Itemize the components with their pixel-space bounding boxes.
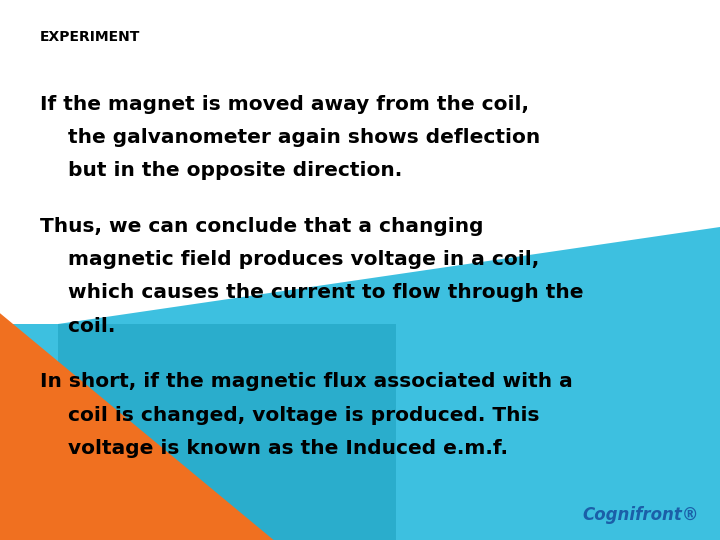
Text: coil is changed, voltage is produced. This: coil is changed, voltage is produced. Th…	[40, 406, 539, 424]
Polygon shape	[0, 324, 720, 540]
Text: magnetic field produces voltage in a coil,: magnetic field produces voltage in a coi…	[40, 250, 539, 269]
Text: If the magnet is moved away from the coil,: If the magnet is moved away from the coi…	[40, 94, 528, 113]
Text: coil.: coil.	[40, 317, 115, 336]
Text: EXPERIMENT: EXPERIMENT	[40, 30, 140, 44]
Polygon shape	[58, 227, 720, 324]
Text: Cognifront®: Cognifront®	[582, 506, 698, 524]
Polygon shape	[58, 324, 396, 540]
Text: but in the opposite direction.: but in the opposite direction.	[40, 161, 402, 180]
Text: In short, if the magnetic flux associated with a: In short, if the magnetic flux associate…	[40, 372, 572, 391]
Polygon shape	[0, 313, 274, 540]
Text: Thus, we can conclude that a changing: Thus, we can conclude that a changing	[40, 217, 483, 235]
Text: which causes the current to flow through the: which causes the current to flow through…	[40, 284, 583, 302]
Text: voltage is known as the Induced e.m.f.: voltage is known as the Induced e.m.f.	[40, 439, 508, 458]
Text: the galvanometer again shows deflection: the galvanometer again shows deflection	[40, 128, 540, 147]
